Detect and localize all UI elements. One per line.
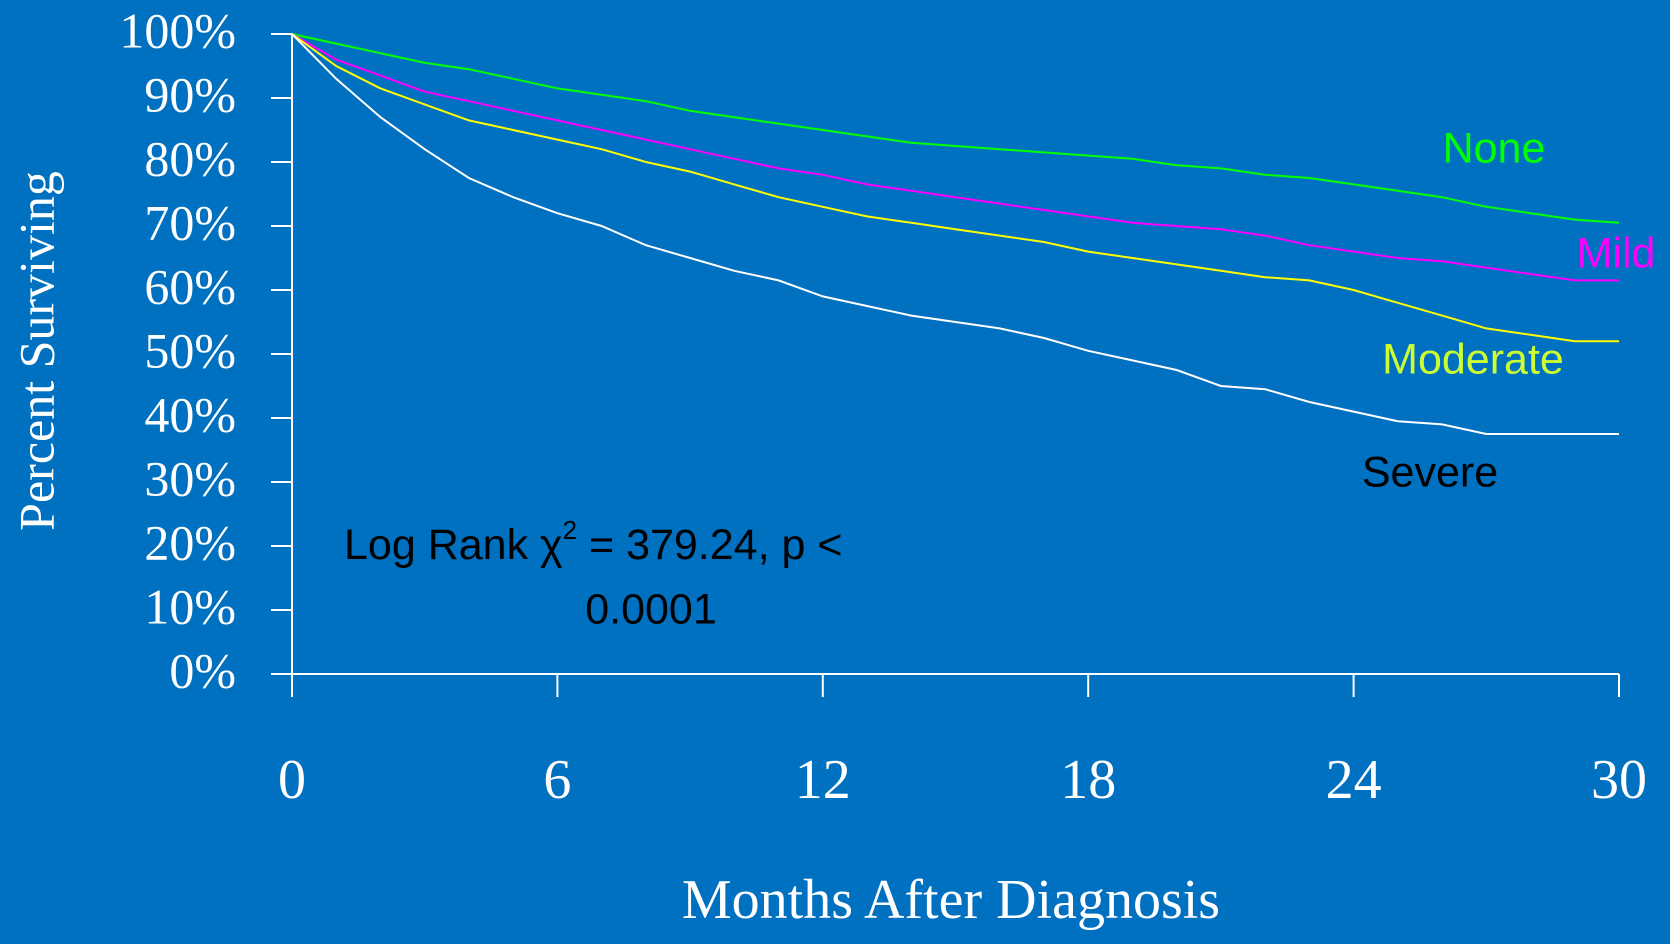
y-tick-label: 50% [144, 322, 236, 378]
annotation-text: = 379.24, p < [577, 521, 842, 569]
survival-curve [291, 33, 1619, 435]
survival-curve [291, 33, 1620, 224]
x-tick-label: 30 [1591, 749, 1647, 811]
y-tick-label: 10% [144, 578, 236, 634]
series-label: Severe [1362, 448, 1498, 496]
series-label: Moderate [1382, 335, 1564, 383]
survival-curve [291, 33, 1619, 343]
y-tick-label: 60% [144, 258, 236, 314]
y-tick-label: 90% [144, 66, 236, 122]
y-tick-label: 20% [144, 514, 236, 570]
series-label: None [1443, 124, 1546, 172]
y-tick-label: 30% [144, 450, 236, 506]
y-tick-label: 40% [144, 386, 236, 442]
series-label: Mild [1577, 229, 1656, 277]
x-tick-label: 24 [1326, 749, 1382, 811]
annotation: Log Rank χ2 = 379.24, p < [344, 515, 842, 569]
x-axis-title: Months After Diagnosis [682, 869, 1220, 931]
y-tick-label: 80% [144, 130, 236, 186]
x-tick-label: 12 [795, 749, 851, 811]
annotation-text: Log Rank χ [344, 521, 563, 569]
x-tick-label: 6 [543, 749, 571, 811]
survival-curve [291, 33, 1619, 282]
y-tick-label: 70% [144, 194, 236, 250]
x-tick-label: 18 [1060, 749, 1116, 811]
y-axis-title: Percent Surviving [8, 171, 64, 531]
annotation-text: 0.0001 [585, 585, 717, 633]
annotation-superscript: 2 [563, 515, 577, 545]
y-tick-label: 0% [169, 642, 236, 698]
x-tick-label: 0 [278, 749, 306, 811]
y-tick-label: 100% [119, 2, 236, 58]
